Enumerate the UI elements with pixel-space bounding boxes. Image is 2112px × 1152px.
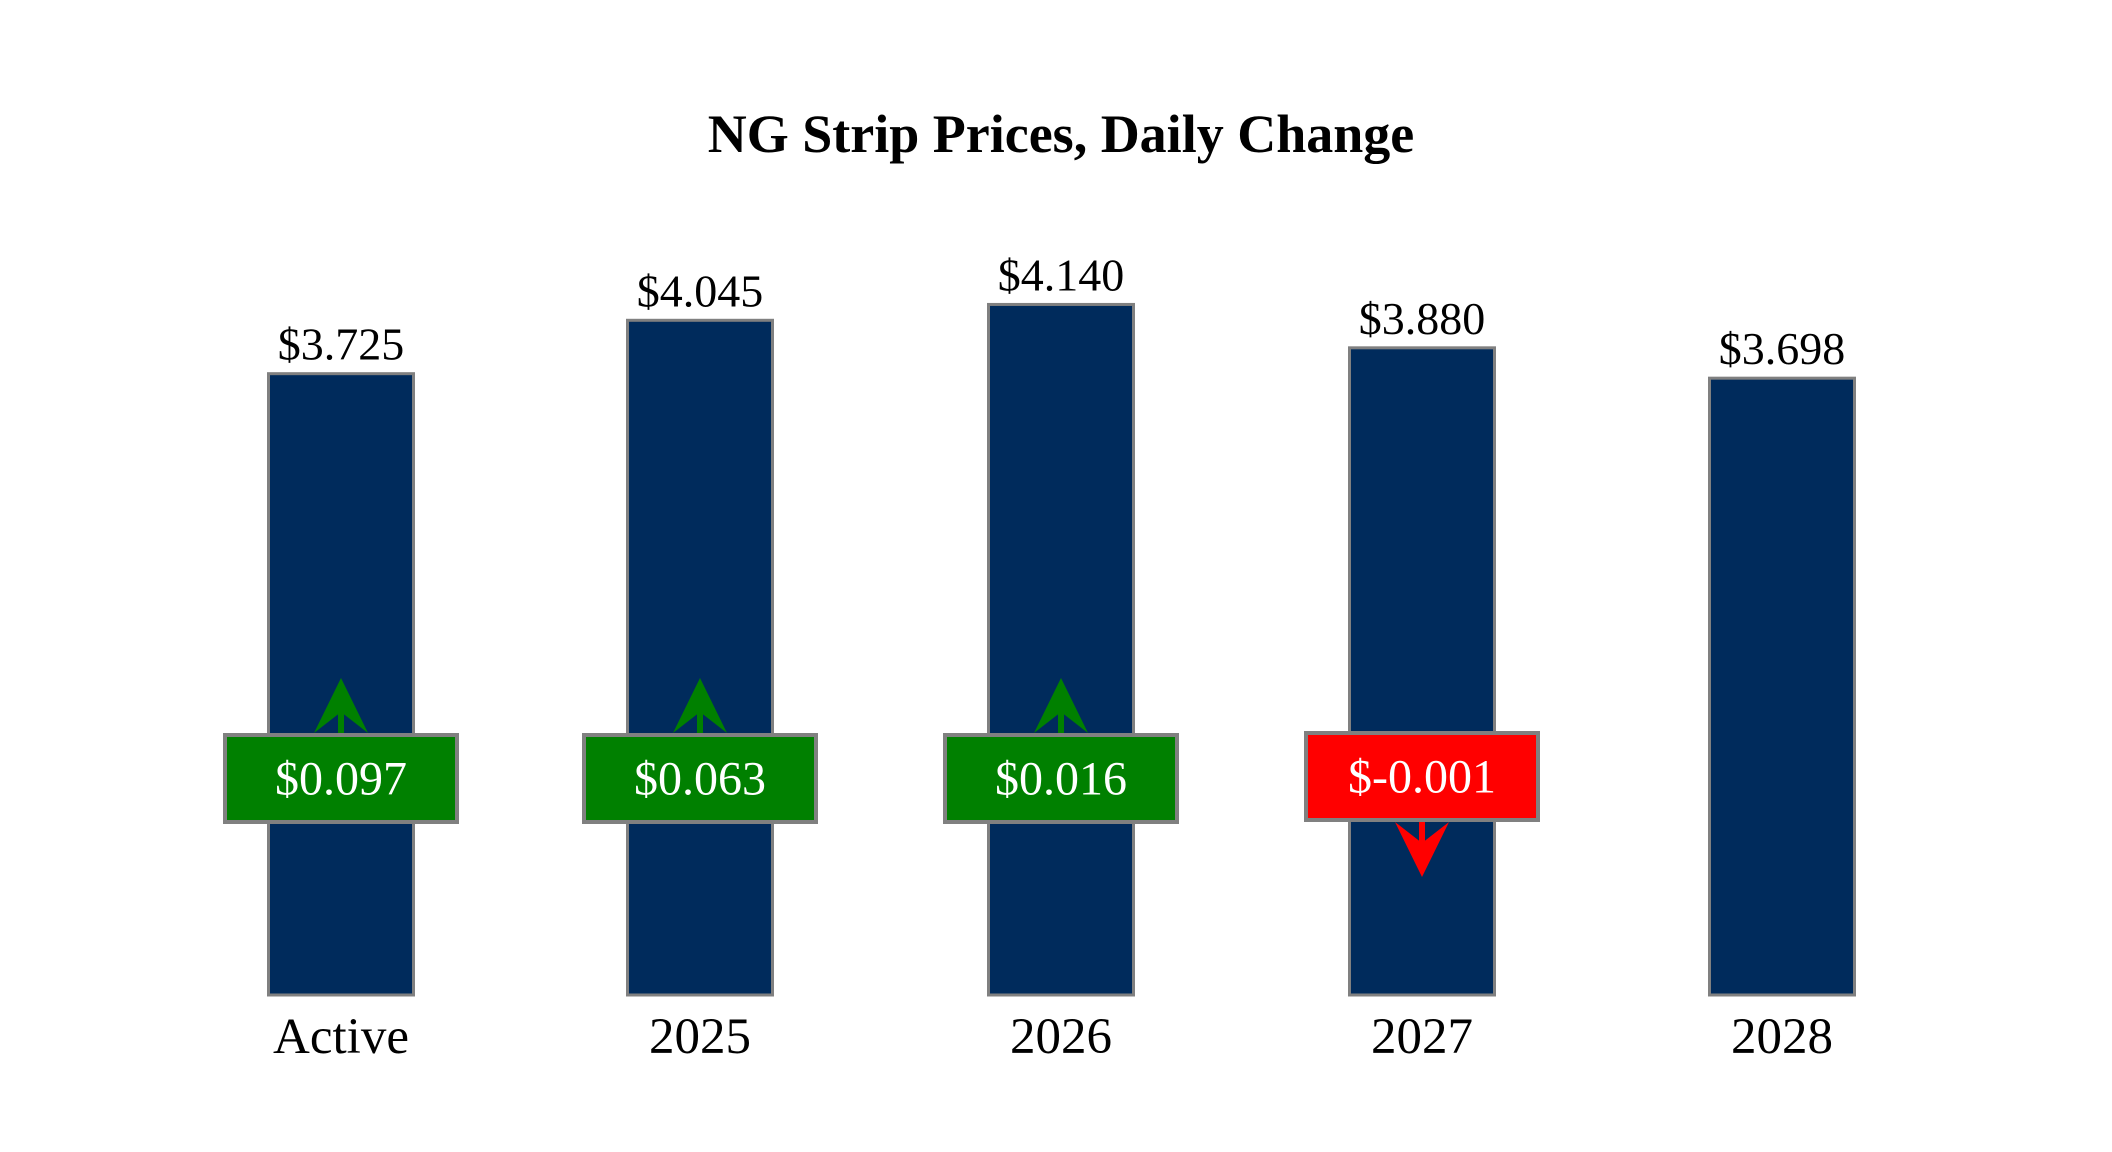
value-label: $4.045 — [637, 265, 764, 316]
change-label: $0.097 — [275, 753, 407, 806]
chart-title: NG Strip Prices, Daily Change — [708, 104, 1414, 164]
change-label: $0.063 — [634, 753, 766, 806]
change-badge — [582, 733, 818, 824]
bar-2026 — [987, 302, 1135, 997]
arrow-down-icon — [1395, 822, 1449, 877]
arrow-up-icon — [314, 678, 368, 733]
bar-2028 — [1708, 376, 1856, 997]
arrow-up-icon — [1034, 678, 1088, 733]
value-label: $3.725 — [278, 319, 405, 370]
value-label: $3.698 — [1719, 323, 1846, 374]
change-label: $-0.001 — [1348, 751, 1496, 804]
category-label: 2028 — [1731, 1009, 1833, 1065]
category-label: Active — [273, 1009, 409, 1065]
arrow-up-icon — [673, 678, 727, 733]
category-label: 2025 — [649, 1009, 751, 1065]
value-label: $3.880 — [1359, 293, 1486, 344]
change-badge — [1304, 731, 1540, 822]
category-label: 2026 — [1010, 1009, 1112, 1065]
change-badge — [223, 733, 459, 824]
category-label: 2027 — [1371, 1009, 1473, 1065]
bar-2027 — [1348, 346, 1496, 997]
bar-2025 — [626, 318, 774, 997]
value-label: $4.140 — [998, 249, 1125, 300]
change-badge — [943, 733, 1179, 824]
change-label: $0.016 — [995, 753, 1127, 806]
